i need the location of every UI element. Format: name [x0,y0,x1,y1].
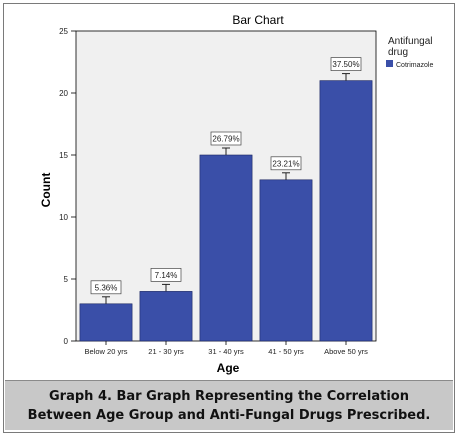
y-tick-label: 25 [59,27,68,36]
x-tick-label: 21 - 30 yrs [148,347,184,356]
bar-chart: Bar Chart Age Count 0 5 10 15 20 25 5.36% 7.14… [39,13,433,375]
data-label-box [270,156,302,171]
bar [319,80,373,342]
bar [139,291,193,342]
x-tick-label: Above 50 yrs [324,347,368,356]
x-tick-label: 31 - 40 yrs [208,347,244,356]
data-label-box [210,131,242,146]
y-tick-label: 10 [59,213,68,222]
data-label: 5.36% [95,283,118,292]
figure-caption: Graph 4. Bar Graph Representing the Corr… [5,380,453,430]
y-tick-label: 0 [64,337,69,346]
legend-swatch [386,60,393,67]
bar [199,154,253,342]
data-label: 23.21% [272,159,299,168]
x-tick-label: Below 20 yrs [85,347,128,356]
y-tick-label: 5 [64,275,69,284]
legend-title: Antifungal drug [388,36,432,58]
data-label: 7.14% [155,271,178,280]
bars: 5.36% 7.14% 26.79% 23.21% 37.50% [79,57,373,342]
legend-title-line: Antifungal [388,36,432,47]
data-label-box [90,280,122,295]
y-tick-label: 20 [59,89,68,98]
chart-title: Bar Chart [232,13,284,27]
bar [259,179,313,342]
y-axis-label: Count [39,173,53,208]
data-label: 26.79% [212,135,239,144]
data-label-box [150,268,182,282]
x-tick-label: 41 - 50 yrs [268,347,304,356]
x-axis-ticks: Below 20 yrs 21 - 30 yrs 31 - 40 yrs 41 - 5… [85,341,368,356]
data-label-box [330,57,362,71]
y-tick-label: 15 [59,151,68,160]
bar [79,303,133,342]
legend: Antifungal drug Cotrimazole [386,36,433,69]
data-label: 37.50% [332,60,359,69]
x-axis-label: Age [217,361,240,375]
legend-item-label: Cotrimazole [396,62,433,69]
y-axis: 0 5 10 15 20 25 [59,27,76,346]
legend-title-line: drug [388,47,408,58]
